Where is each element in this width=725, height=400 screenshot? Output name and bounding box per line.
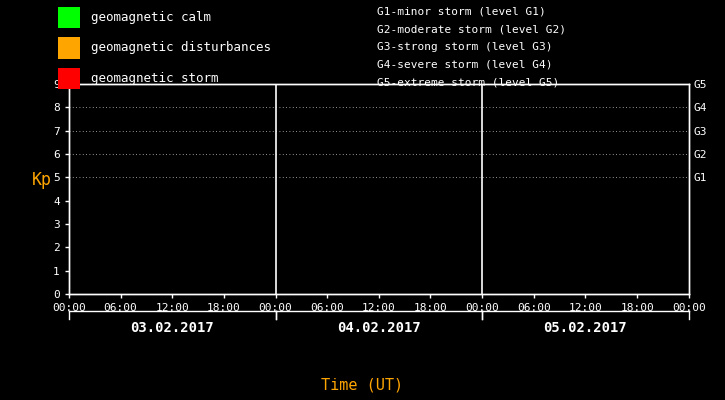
Bar [58,38,80,58]
Text: 03.02.2017: 03.02.2017 [130,321,214,335]
Text: Time (UT): Time (UT) [321,377,404,392]
Text: geomagnetic calm: geomagnetic calm [91,11,211,24]
Text: G5-extreme storm (level G5): G5-extreme storm (level G5) [377,78,559,88]
Bar [58,68,80,89]
Bar [58,7,80,28]
Text: 04.02.2017: 04.02.2017 [337,321,420,335]
Text: G3-strong storm (level G3): G3-strong storm (level G3) [377,42,552,52]
Text: G1-minor storm (level G1): G1-minor storm (level G1) [377,6,546,16]
Y-axis label: Kp: Kp [32,171,52,189]
Text: geomagnetic disturbances: geomagnetic disturbances [91,42,270,54]
Text: G2-moderate storm (level G2): G2-moderate storm (level G2) [377,24,566,34]
Text: 05.02.2017: 05.02.2017 [544,321,627,335]
Text: G4-severe storm (level G4): G4-severe storm (level G4) [377,60,552,70]
Text: geomagnetic storm: geomagnetic storm [91,72,218,85]
